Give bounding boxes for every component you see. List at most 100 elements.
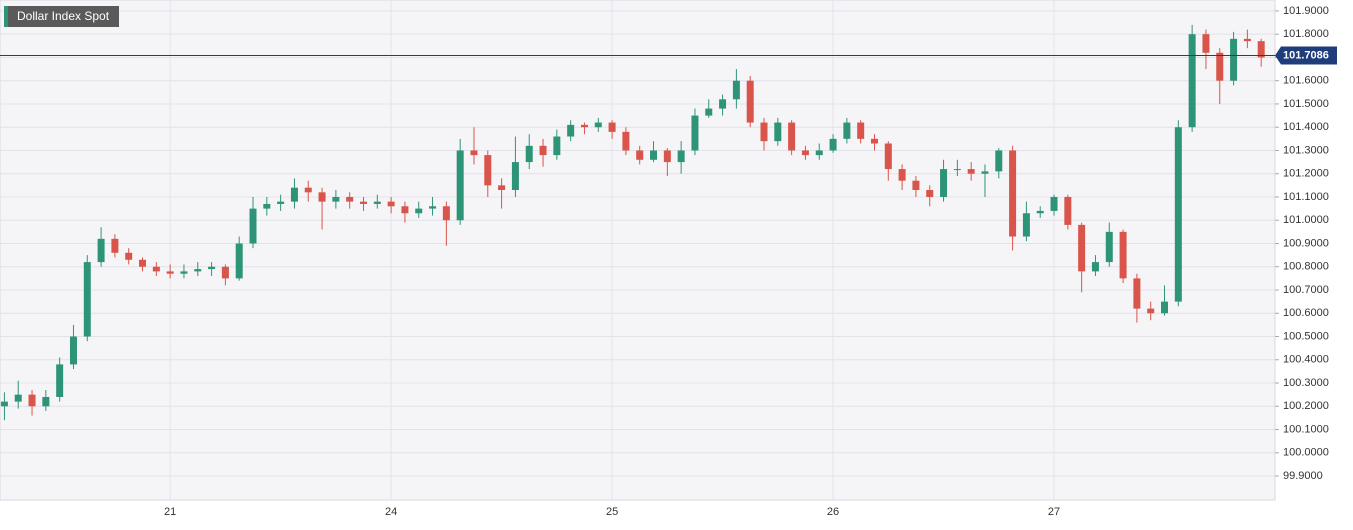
y-tick-label: 100.1000 (1283, 423, 1329, 435)
candle-body (97, 238, 105, 263)
candle-body (318, 192, 326, 202)
grid (0, 0, 1275, 500)
candle-body (1243, 38, 1251, 42)
y-tick-label: 101.3000 (1283, 144, 1329, 156)
candle-body (857, 122, 865, 139)
candle-body (636, 150, 644, 160)
candle-body (788, 122, 796, 151)
candle-body (511, 162, 519, 190)
overlay: Dollar Index Spot (0, 6, 1275, 56)
candle-body (1216, 52, 1224, 81)
candle-body (125, 252, 133, 260)
y-tick-label: 100.0000 (1283, 447, 1329, 459)
candle-body (194, 269, 202, 272)
y-tick-label: 100.4000 (1283, 354, 1329, 366)
candle-body (815, 150, 823, 156)
candle-body (304, 187, 312, 193)
y-tick-label: 100.6000 (1283, 307, 1329, 319)
candle-body (1202, 34, 1210, 53)
last-price-label: 101.7086 (1283, 49, 1329, 61)
candle-body (870, 138, 878, 144)
x-tick-label: 24 (385, 506, 397, 518)
candle-body (221, 266, 229, 279)
candle-body (967, 169, 975, 174)
candle-body (83, 262, 91, 337)
title-box (4, 6, 119, 27)
candle-body (580, 124, 588, 128)
candle-body (677, 150, 685, 163)
candle-body (953, 169, 961, 171)
candle-body (940, 169, 948, 197)
candle-body (1009, 150, 1017, 237)
candle-body (332, 196, 340, 202)
candle-body (594, 122, 602, 128)
y-tick-label: 100.3000 (1283, 377, 1329, 389)
candle-body (525, 145, 533, 163)
y-tick-label: 101.9000 (1283, 5, 1329, 17)
y-tick-label: 101.8000 (1283, 28, 1329, 40)
candle-body (1050, 196, 1058, 211)
candle-body (263, 203, 271, 209)
y-tick-label: 101.4000 (1283, 121, 1329, 133)
candle-body (290, 187, 298, 202)
candle-body (470, 150, 478, 156)
candle-body (1230, 38, 1238, 81)
candle-body (415, 208, 423, 214)
y-tick-label: 99.9000 (1283, 470, 1323, 482)
y-tick-label: 100.5000 (1283, 330, 1329, 342)
candle-body (429, 206, 437, 209)
y-tick-label: 101.5000 (1283, 98, 1329, 110)
candle-body (456, 150, 464, 221)
candle-body (1133, 278, 1141, 309)
y-tick-label: 101.0000 (1283, 214, 1329, 226)
candle-body (1147, 308, 1155, 314)
candle-body (42, 396, 50, 407)
candle-body (111, 238, 119, 253)
candle-body (1022, 213, 1030, 237)
candle-body (208, 266, 216, 270)
candle-body (732, 80, 740, 100)
candle-body (1078, 224, 1086, 272)
candle-body (774, 122, 782, 142)
candle-body (1174, 127, 1182, 302)
candle-body (801, 150, 809, 156)
candle-body (346, 196, 354, 202)
candle-body (373, 201, 381, 204)
candle-body (608, 122, 616, 132)
candle-body (180, 271, 188, 274)
candle-body (1091, 262, 1099, 272)
candle-body (0, 401, 8, 407)
candle-body (387, 201, 395, 207)
candle-body (843, 122, 851, 139)
candle-body (1119, 231, 1127, 279)
candle-body (235, 243, 243, 279)
candle-body (981, 171, 989, 174)
candle-body (484, 155, 492, 186)
candle-body (539, 145, 547, 156)
y-tick-label: 101.2000 (1283, 168, 1329, 180)
y-tick-label: 100.8000 (1283, 261, 1329, 273)
candle-body (277, 201, 285, 204)
candle-body (401, 206, 409, 214)
candles (0, 24, 1265, 421)
candle-body (14, 394, 22, 402)
y-tick-label: 100.7000 (1283, 284, 1329, 296)
candle-body (1064, 196, 1072, 225)
candle-body (152, 266, 160, 272)
y-tick-label: 101.6000 (1283, 75, 1329, 87)
last-price-tag (1275, 46, 1337, 65)
candle-body (926, 190, 934, 197)
candle-body (498, 185, 506, 190)
candle-body (359, 201, 367, 204)
candle-body (56, 364, 64, 397)
candle-body (567, 124, 575, 137)
candle-body (1188, 34, 1196, 128)
candle-body (995, 150, 1003, 172)
y-tick-label: 101.1000 (1283, 191, 1329, 203)
candle-body (829, 138, 837, 151)
plot-area (0, 0, 1276, 501)
candle-body (760, 122, 768, 142)
candle-body (663, 150, 671, 163)
x-tick-label: 25 (606, 506, 618, 518)
candle-body (1105, 231, 1113, 263)
